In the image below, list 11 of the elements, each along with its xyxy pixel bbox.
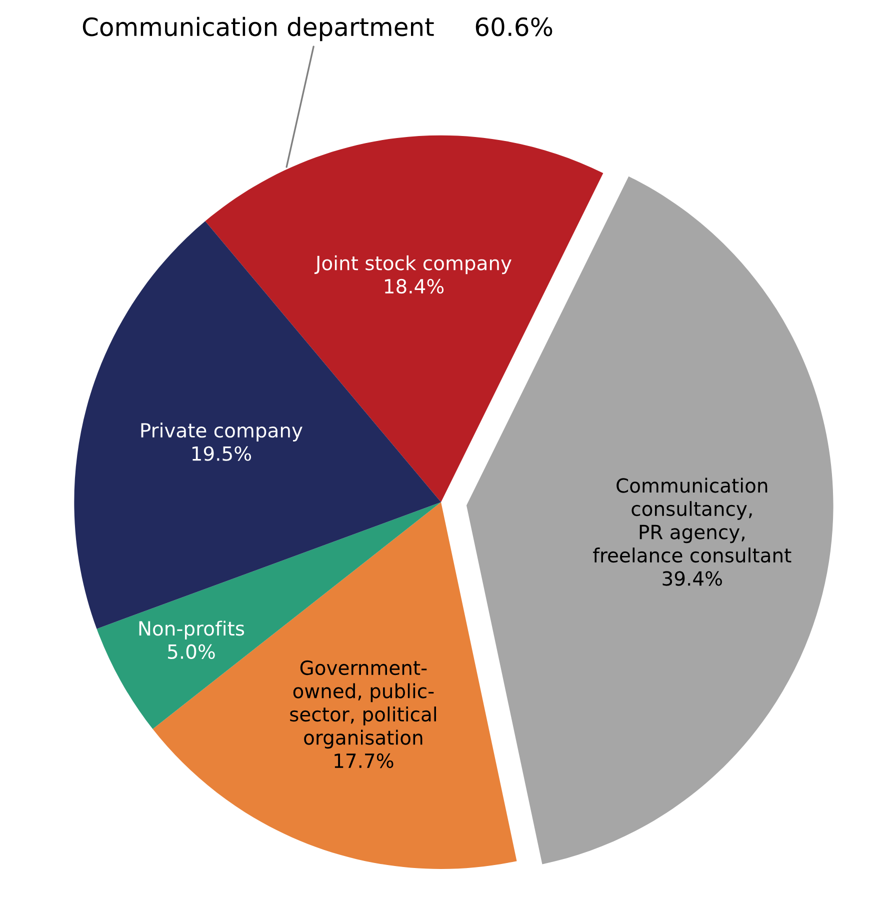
slice-label: Communication consultancy, PR agency, freelance consultant xyxy=(593,478,792,563)
data-label: 5.0% xyxy=(168,644,215,660)
data-label: 39.4% xyxy=(662,571,722,586)
data-label: 19.5% xyxy=(192,446,252,461)
data-label: 17.7% xyxy=(334,753,394,768)
slice-label: Joint stock company xyxy=(314,255,512,274)
text: Communication department 60.6% xyxy=(82,16,552,42)
slice-label: Non-profits xyxy=(139,620,244,640)
data-label: 18.4% xyxy=(385,278,444,294)
slice-label: Private company xyxy=(141,422,302,442)
slice-label: Government- owned, public- sector, political organisation xyxy=(290,660,436,749)
